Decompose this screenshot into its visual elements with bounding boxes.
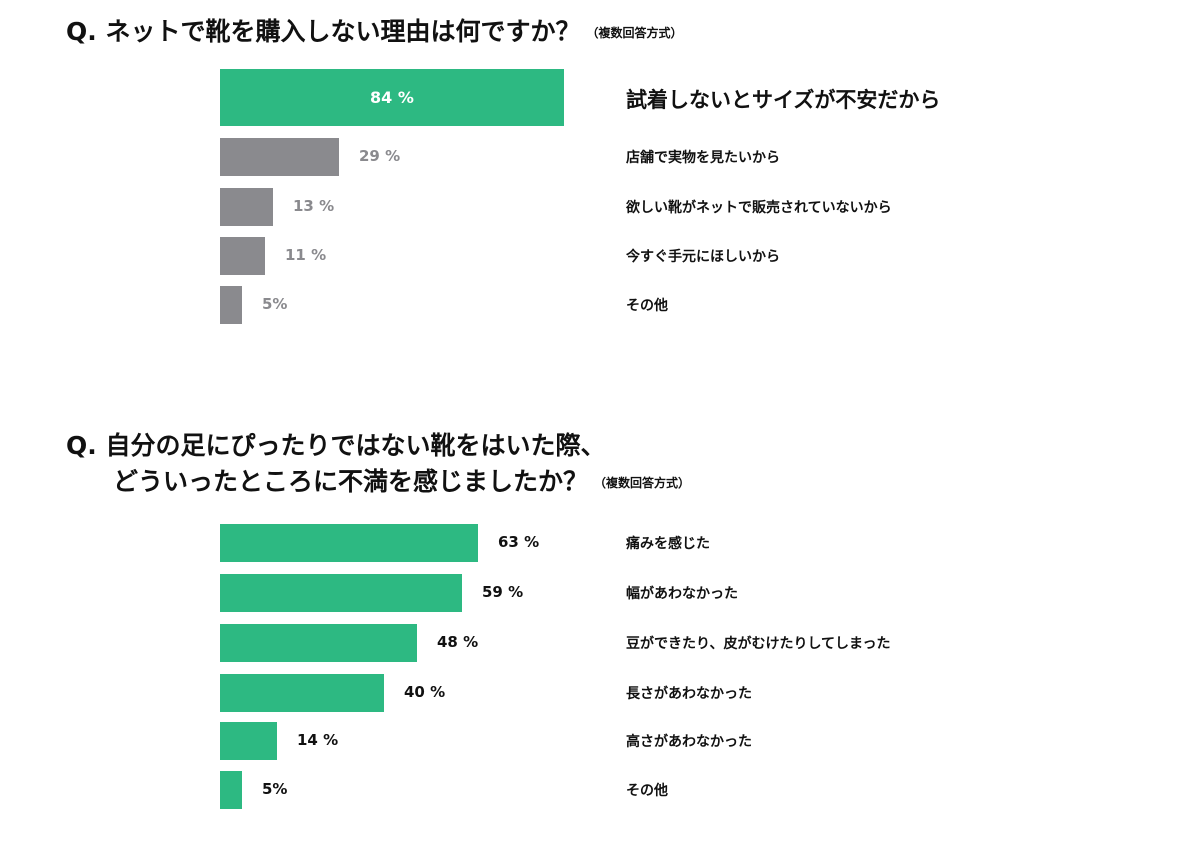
value-label-q1-1: 29 % (359, 147, 401, 165)
bar-q2-3 (220, 674, 384, 712)
category-label-q2-0: 痛みを感じた (626, 536, 710, 552)
value-label-q1-0: 84 % (370, 87, 414, 107)
bar-q1-4 (220, 286, 242, 324)
chart-title-q2-line1: Q. 自分の足にぴったりではない靴をはいた際、 (66, 431, 606, 460)
chart-title-q1: Q. ネットで靴を購入しない理由は何ですか？ （複数回答方式） (66, 14, 682, 51)
bar-q2-5 (220, 771, 242, 809)
category-label-q1-0: 試着しないとサイズが不安だから (626, 87, 941, 112)
category-label-q1-3: 今すぐ手元にほしいから (626, 249, 780, 265)
chart-title-q2-line2-wrap: どういったところに不満を感じましたか？ （複数回答方式） (66, 464, 690, 501)
category-label-q2-1: 幅があわなかった (626, 586, 738, 602)
chart-title-q2: Q. 自分の足にぴったりではない靴をはいた際、どういったところに不満を感じました… (66, 428, 690, 501)
bar-q1-1 (220, 138, 339, 176)
category-label-q2-3: 長さがあわなかった (626, 686, 752, 702)
chart-title-q1-text: Q. ネットで靴を購入しない理由は何ですか？ (66, 17, 581, 46)
value-label-q1-3: 11 % (285, 246, 327, 264)
value-label-q2-1: 59 % (482, 583, 524, 601)
category-label-q1-1: 店舗で実物を見たいから (626, 150, 780, 166)
category-label-q1-2: 欲しい靴がネットで販売されていないから (626, 200, 892, 216)
value-label-q2-3: 40 % (404, 683, 446, 701)
chart-title-q1-note: （複数回答方式） (586, 26, 683, 40)
value-label-q1-2: 13 % (293, 197, 335, 215)
bar-q1-3 (220, 237, 265, 275)
value-label-q2-0: 63 % (498, 533, 540, 551)
bar-q1-2 (220, 188, 273, 226)
bar-q1-0 (220, 69, 564, 126)
category-label-q2-2: 豆ができたり、皮がむけたりしてしまった (626, 636, 891, 652)
value-label-q2-5: 5% (262, 780, 288, 798)
bar-q2-2 (220, 624, 417, 662)
value-label-q2-2: 48 % (437, 633, 479, 651)
bar-q2-1 (220, 574, 462, 612)
category-label-q2-5: その他 (626, 783, 668, 799)
chart-title-q2-line2: どういったところに不満を感じましたか？ (113, 467, 589, 496)
chart-q2: Q. 自分の足にぴったりではない靴をはいた際、どういったところに不満を感じました… (0, 420, 1200, 847)
category-label-q1-4: その他 (626, 298, 668, 314)
value-label-q1-4: 5% (262, 295, 288, 313)
chart-q1: Q. ネットで靴を購入しない理由は何ですか？ （複数回答方式） 84 % 試着しない… (0, 0, 1200, 380)
bar-q2-4 (220, 722, 277, 760)
value-label-q2-4: 14 % (297, 731, 339, 749)
chart-title-q2-note: （複数回答方式） (594, 476, 691, 490)
bar-q2-0 (220, 524, 478, 562)
category-label-q2-4: 高さがあわなかった (626, 734, 752, 750)
